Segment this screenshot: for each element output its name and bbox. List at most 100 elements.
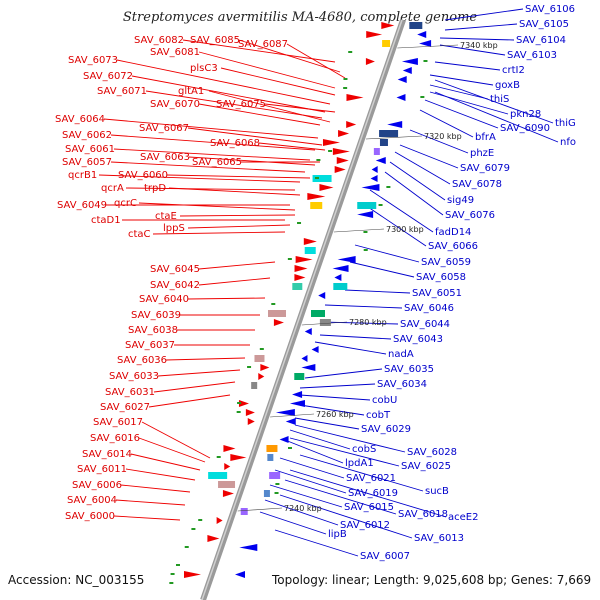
tick-label: 7320 kbp — [424, 132, 462, 141]
reverse-gene-block — [311, 310, 325, 317]
trna-mark — [423, 60, 428, 62]
reverse-leader-line — [314, 341, 387, 355]
reverse-gene-label: nadA — [388, 349, 414, 360]
forward-gene-arrow — [334, 166, 346, 173]
reverse-gene-label: SAV_6104 — [516, 35, 566, 46]
forward-gene-block — [304, 247, 316, 254]
trna-mark — [420, 96, 425, 98]
forward-gene-label: SAV_6042 — [150, 280, 200, 291]
forward-leader-line — [220, 67, 336, 96]
reverse-gene-label: SAV_6106 — [525, 4, 575, 15]
reverse-leader-line — [434, 79, 554, 124]
reverse-gene-label: SAV_6028 — [407, 447, 457, 458]
forward-leader-line — [131, 75, 326, 113]
reverse-leader-line — [399, 144, 459, 169]
forward-gene-label: ctaE — [155, 211, 177, 222]
reverse-gene-label: nfo — [560, 137, 576, 148]
reverse-gene-label: SAV_6012 — [340, 520, 390, 531]
forward-gene-label: SAV_6040 — [139, 294, 189, 305]
forward-leader-line — [148, 394, 231, 408]
trna-mark — [328, 150, 333, 152]
reverse-leader-line — [294, 417, 360, 430]
topology-text: Topology: linear; Length: 9,025,608 bp; … — [272, 573, 592, 587]
reverse-gene-arrow — [371, 166, 378, 173]
reverse-gene-arrow — [275, 409, 295, 416]
forward-gene-label: SAV_6067 — [139, 123, 189, 134]
reverse-gene-arrow — [289, 400, 305, 407]
forward-leader-line — [198, 51, 336, 89]
forward-leader-line — [125, 187, 296, 191]
reverse-gene-label: SAV_6090 — [500, 123, 550, 134]
forward-gene-arrow — [216, 517, 223, 524]
reverse-leader-line — [319, 334, 392, 340]
forward-leader-line — [110, 161, 306, 173]
reverse-gene-block — [266, 445, 278, 452]
forward-leader-line — [188, 156, 316, 166]
forward-gene-label: SAV_6014 — [82, 449, 132, 460]
forward-gene-label: ctaC — [128, 229, 151, 240]
forward-leader-line — [286, 43, 346, 79]
reverse-gene-label: SAV_6066 — [428, 241, 478, 252]
forward-leader-line — [103, 118, 319, 139]
reverse-leader-line — [274, 469, 347, 494]
trna-mark — [259, 348, 264, 350]
forward-gene-arrow — [294, 265, 308, 272]
reverse-gene-label: SAV_6046 — [404, 303, 454, 314]
forward-gene-arrow — [319, 184, 334, 191]
forward-leader-line — [138, 437, 206, 463]
reverse-gene-block — [263, 490, 270, 497]
reverse-gene-label: SAV_6078 — [452, 179, 502, 190]
kbp-ticks: 7340 kbp 7320 kbp 7300 kbp 7280 kbp 7260 kbp… — [237, 41, 498, 513]
reverse-leader-line — [259, 511, 327, 535]
reverse-gene-label: SAV_6019 — [348, 488, 398, 499]
tick-line — [237, 507, 283, 512]
reverse-gene-arrow — [292, 391, 303, 398]
forward-leader-line — [187, 224, 291, 229]
forward-leader-line — [116, 59, 331, 105]
forward-gene-arrow — [245, 409, 255, 416]
forward-gene-arrow — [247, 418, 255, 425]
trna-mark — [191, 528, 196, 530]
reverse-gene-block — [319, 319, 331, 326]
forward-leader-line — [110, 134, 316, 151]
forward-gene-label: trpD — [144, 183, 166, 194]
reverse-leader-line — [409, 129, 469, 154]
reverse-gene-label: cobS — [352, 444, 376, 455]
forward-gene-label: SAV_6033 — [109, 371, 159, 382]
forward-gene-block — [310, 202, 323, 209]
reverse-leader-line — [279, 457, 345, 479]
reverse-gene-arrow — [402, 67, 412, 74]
trna-mark — [348, 51, 353, 53]
reverse-gene-arrow — [397, 76, 407, 83]
reverse-gene-block — [379, 139, 388, 146]
reverse-leader-line — [299, 454, 424, 492]
reverse-leader-line — [289, 437, 400, 467]
forward-leader-line — [187, 297, 266, 300]
reverse-leader-line — [444, 8, 524, 21]
reverse-gene-block — [240, 508, 248, 515]
forward-leader-line — [165, 357, 246, 361]
forward-gene-arrow — [295, 256, 313, 263]
trna-mark — [287, 447, 292, 449]
forward-gene-arrow — [258, 373, 265, 380]
trna-mark — [314, 177, 319, 179]
forward-gene-arrow — [238, 400, 249, 407]
reverse-gene-label: SAV_6076 — [445, 210, 495, 221]
reverse-gene-label: SAV_6058 — [416, 272, 466, 283]
reverse-gene-label: pkn28 — [510, 109, 541, 120]
forward-leader-line — [187, 127, 323, 146]
reverse-gene-arrow — [417, 31, 427, 38]
reverse-leader-line — [324, 304, 403, 309]
forward-gene-label: SAV_6039 — [131, 310, 181, 321]
reverse-gene-arrow — [396, 94, 406, 101]
reverse-gene-arrow — [401, 58, 418, 65]
forward-leader-line — [145, 90, 323, 119]
trna-mark — [297, 222, 302, 224]
trna-mark — [237, 402, 242, 404]
trna-mark — [274, 492, 279, 494]
tick-label: 7240 kbp — [284, 504, 322, 513]
reverse-gene-arrow — [304, 328, 312, 335]
reverse-gene-arrow — [419, 40, 432, 47]
